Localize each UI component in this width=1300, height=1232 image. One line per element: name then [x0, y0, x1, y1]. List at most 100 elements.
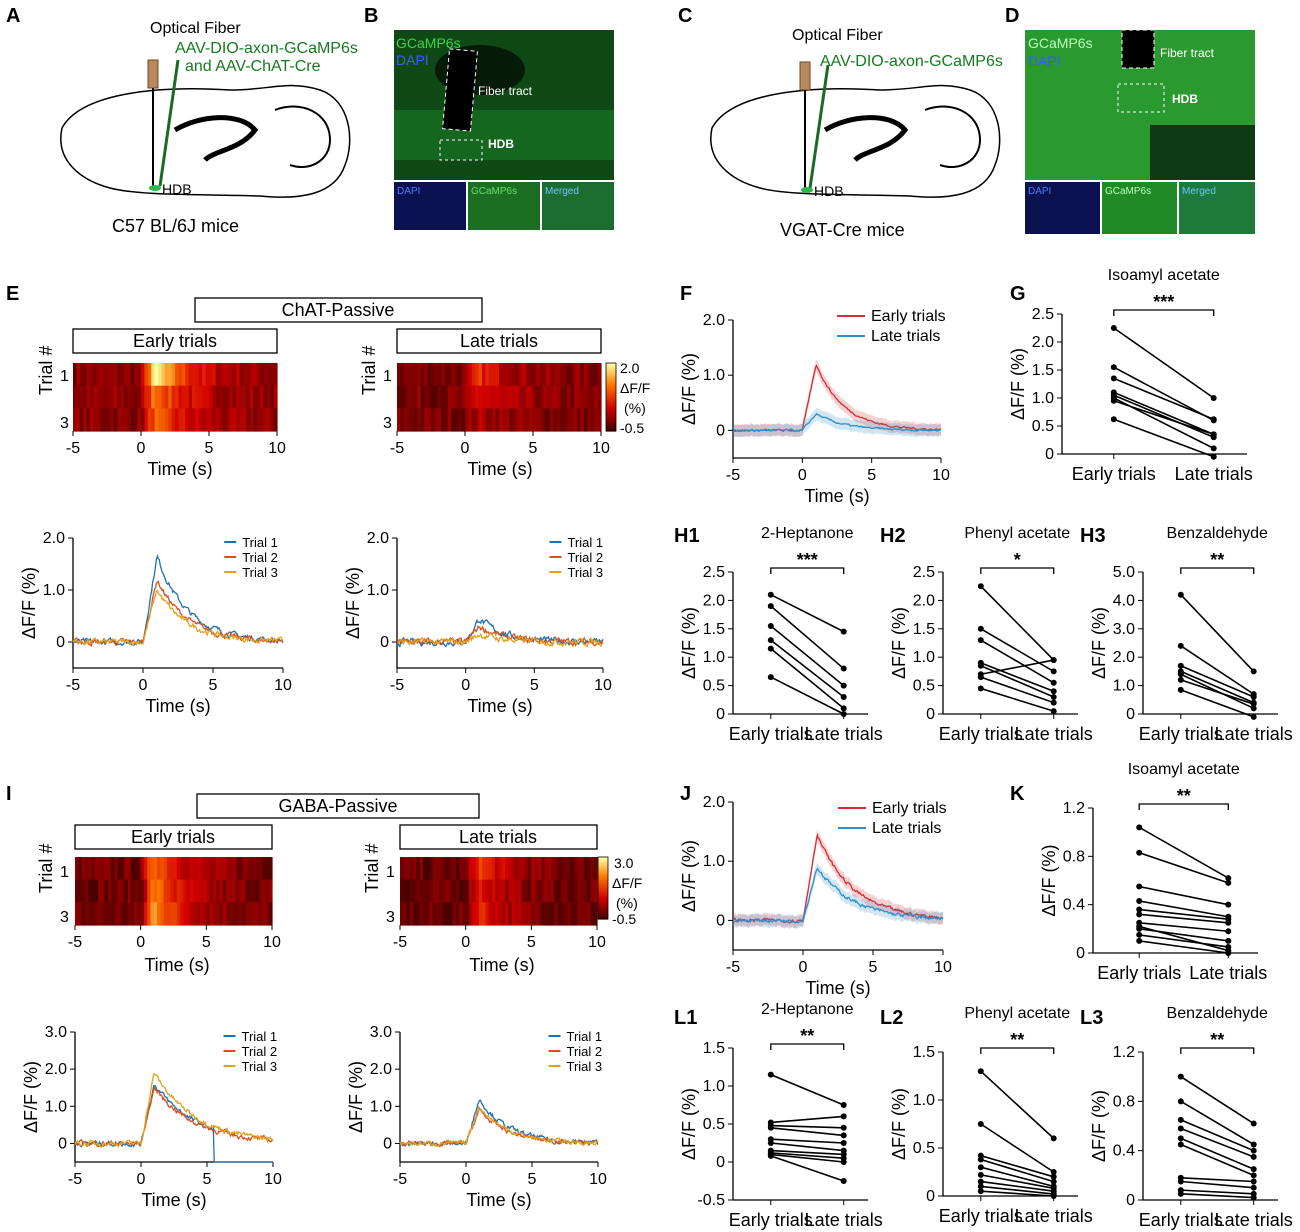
heatmap-i-early-cell	[153, 879, 158, 903]
h2-ytick-label: 0.5	[913, 678, 935, 695]
heatmap-e-early-cell	[154, 363, 159, 387]
late-box-e	[396, 328, 602, 354]
heatmap-i-late-cell	[449, 902, 454, 926]
heatmap-i-late-cell	[432, 902, 437, 926]
panel-b: B GCaMP6s DAPI Fiber tract HDB DAPI GCaM…	[364, 5, 614, 230]
heatmap-i-late-cell	[465, 902, 470, 926]
heatmap-e-late-cell	[488, 363, 493, 387]
h3-early-point	[1177, 591, 1184, 598]
heatmap-e-early-cell	[181, 408, 186, 432]
heatmap-i-early-cell	[173, 902, 178, 926]
heatmap-e-late-cell	[543, 385, 548, 409]
heatmap-i-late-cell	[505, 857, 509, 881]
heatmap-i-late-cell	[534, 879, 539, 903]
l1-sig-bracket	[770, 1043, 845, 1050]
colorbar-segment	[606, 365, 616, 369]
trial-tick-3-e-early: 3	[60, 415, 69, 432]
heatmap-i-early-cell	[114, 879, 119, 903]
colorbar-segment	[598, 873, 608, 877]
heatmap-i-late-cell	[495, 857, 500, 881]
heatmap-i-early-cell	[140, 857, 145, 881]
g-late-point	[1210, 395, 1217, 401]
heatmap-e-late-cell	[451, 408, 456, 432]
l3-pair-line	[1180, 1119, 1255, 1152]
colorbar-segment	[598, 879, 608, 883]
histology-dark-region-d	[1150, 125, 1255, 180]
heatmap-e-late-cell	[543, 363, 548, 387]
hdb-label-d: HDB	[1172, 92, 1198, 106]
heatmap-e-late-cell	[560, 408, 565, 432]
heatmap-e-early-cell	[185, 363, 190, 387]
i-late-traces-xlabel: Time (s)	[466, 1190, 531, 1210]
heatmap-e-late-cell	[584, 363, 588, 387]
h1-ytick-label: 1.5	[703, 621, 725, 638]
j-ytick-label: 2.0	[703, 794, 725, 811]
heatmap-i-early-cell	[180, 902, 184, 926]
inset-label-dapi-b: DAPI	[397, 186, 420, 197]
heatmap-e-early-cell	[260, 363, 264, 387]
panel-label-e: E	[6, 283, 19, 305]
heatmap-i-early-cell	[212, 902, 217, 926]
e-late-traces-legend-label: Trial 3	[567, 565, 603, 580]
heatmap-i-early-cell	[81, 879, 86, 903]
heatmap-i-late-cell	[521, 902, 526, 926]
heatmap-e-early-cell	[141, 385, 145, 409]
h3-early-point	[1177, 642, 1184, 649]
l1-late-point	[840, 1124, 847, 1131]
h2-ytick-label: 2.0	[913, 592, 935, 609]
panel-label-g: G	[1010, 283, 1026, 305]
heatmap-i-early-cell	[166, 879, 171, 903]
heatmap-e-early-cell	[73, 408, 77, 432]
heatmap-e-early-cell	[164, 408, 169, 432]
heatmap-e-late-cell	[553, 408, 558, 432]
heatmap-e-late-ticklabel: -5	[390, 440, 404, 457]
l1-pair-line	[770, 1115, 844, 1124]
heatmap-e-early-cell	[175, 363, 179, 387]
heatmap-e-early-cell	[93, 408, 98, 432]
l1-ytick-label: -0.5	[697, 1192, 725, 1209]
l3-pair-line	[1180, 1189, 1254, 1195]
heatmap-i-early-cell	[242, 879, 247, 903]
h2-sig-bracket	[980, 567, 1055, 574]
heatmap-e-early-cell	[270, 363, 275, 387]
panel-label-l1: L1	[674, 1007, 697, 1029]
l3-early-point	[1177, 1141, 1184, 1148]
f-xlabel: Time (s)	[804, 486, 869, 506]
heatmap-e-early-cell	[260, 408, 264, 432]
heatmap-e-late-cell	[444, 385, 449, 409]
l1-pair-line	[770, 1142, 844, 1152]
heatmap-i-early-cell	[176, 857, 181, 881]
trial-axis-e-early: Trial #	[36, 346, 56, 395]
heatmap-i-late-cell	[485, 879, 490, 903]
heatmap-i-late-cell	[511, 857, 516, 881]
heatmap-e-early-cell	[130, 408, 135, 432]
j-ytick-label: 1.0	[703, 853, 725, 870]
colorbar-segment	[598, 896, 608, 899]
l3-late-point	[1250, 1147, 1257, 1154]
colorbar-segment	[606, 408, 616, 412]
l1-late-point	[840, 1113, 847, 1120]
heatmap-e-early-cell	[215, 363, 220, 387]
i-late-traces-ytick-label: 3.0	[370, 1024, 392, 1041]
heatmap-e-early-cell	[110, 408, 115, 432]
heatmap-e-early-cell	[113, 408, 118, 432]
colorbar-segment	[606, 372, 616, 375]
colorbar-segment	[598, 904, 608, 908]
heatmap-e-early-cell	[205, 408, 210, 432]
heatmap-e-early-cell	[198, 385, 203, 409]
optical-fiber-label-c: Optical Fiber	[792, 27, 883, 44]
colorbar-unit-i: (%)	[616, 895, 638, 911]
heatmap-i-early-cell	[143, 902, 148, 926]
heatmap-i-early-cell	[127, 857, 132, 881]
h1-late-point	[840, 628, 847, 635]
colorbar-segment	[598, 857, 608, 860]
g-ylabel: ΔF/F (%)	[1008, 348, 1028, 420]
l1-title: 2-Heptanone	[761, 1001, 854, 1018]
heatmap-i-early-cell	[81, 857, 86, 881]
heatmap-e-early-cell	[226, 363, 230, 387]
l3-late-point	[1250, 1166, 1257, 1173]
heatmap-i-late-cell	[574, 857, 578, 881]
heatmap-i-early-cell	[219, 902, 224, 926]
heatmap-e-late-cell	[499, 363, 503, 387]
heatmap-i-late-cell	[554, 879, 559, 903]
